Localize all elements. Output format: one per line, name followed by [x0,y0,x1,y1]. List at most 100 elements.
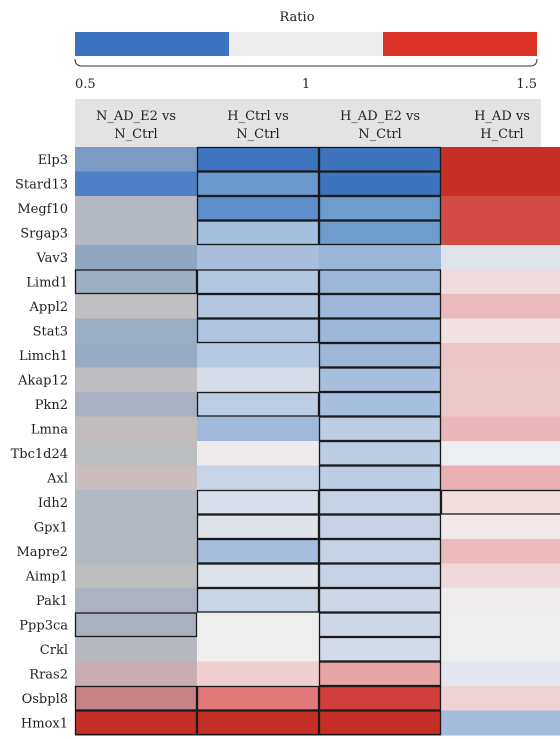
heatmap-cell [319,220,442,246]
cell-outline [318,489,442,515]
cell-outline [440,489,560,515]
heatmap-cell [441,490,560,516]
cell-outline [196,563,320,589]
cell-outline [318,685,442,711]
cell-outline [196,489,320,515]
cell-outline [196,293,320,319]
cell-outline [196,514,320,540]
heatmap-cell [75,392,198,418]
row-label: Srgap3 [20,226,68,241]
cell-outline [196,146,320,172]
heatmap-cell [197,196,320,222]
legend-title: Ratio [279,10,314,25]
heatmap-cell [441,245,560,271]
heatmap-cell [197,612,320,638]
heatmap-cell [75,245,198,271]
legend-tick-label: 1 [302,77,310,92]
cell-outline [318,612,442,638]
row-label: Aimp1 [25,569,68,584]
column-header-band [75,99,541,147]
legend-swatch-mid [229,32,383,56]
heatmap-cell [75,171,198,197]
heatmap-cell [319,465,442,491]
heatmap-cell [441,563,560,589]
row-label: Limd1 [26,275,68,290]
heatmap-cell [75,563,198,589]
row-label: Tbc1d24 [11,447,68,462]
cell-outline [318,636,442,662]
heatmap-cell [319,318,442,344]
heatmap-cell [319,441,442,467]
heatmap-cell [197,637,320,663]
heatmap-cell [319,196,442,222]
cell-outline [318,146,442,172]
heatmap-cell [197,147,320,173]
cell-outline [318,465,442,491]
heatmap-cell [441,686,560,712]
cell-outline [318,514,442,540]
cell-outline [318,563,442,589]
heatmap-cell [441,539,560,565]
heatmap-cell [197,343,320,369]
heatmap-cell [197,710,320,736]
heatmap-cell [441,196,560,222]
cell-outline [74,612,198,638]
heatmap-cell [75,588,198,614]
legend-tick-label: 1.5 [516,77,537,92]
column-header-line2: H_Ctrl [480,127,523,142]
cell-outline [318,342,442,368]
row-label: Gpx1 [34,520,68,535]
cell-outline [196,685,320,711]
heatmap-cell [319,514,442,540]
heatmap-cell [75,686,198,712]
heatmap-cell [197,220,320,246]
row-label: Crkl [40,643,68,658]
cell-outline [196,710,320,736]
heatmap-cell [75,318,198,344]
column-header-line1: H_AD_E2 vs [340,109,420,124]
cell-outline [318,661,442,687]
heatmap-cell [197,686,320,712]
heatmap-cell [441,220,560,246]
row-labels: Elp3 Stard13 Megf10 Srgap3 Vav3 Limd1 Appl2 Sta… [11,153,69,732]
row-label: Stat3 [33,324,68,339]
cell-outline [196,587,320,613]
heatmap-cell [441,465,560,491]
row-label: Ppp3ca [19,618,68,633]
cell-outline [74,269,198,295]
heatmap-cell [319,147,442,173]
row-label: Hmox1 [21,716,68,731]
heatmap-cell [75,465,198,491]
heatmap-cell [319,269,442,295]
row-label: Idh2 [38,496,68,511]
heatmap-cell [319,637,442,663]
heatmap-cell [319,563,442,589]
row-label: Osbpl8 [22,692,68,707]
heatmap-cell [197,661,320,687]
heatmap-cell [75,441,198,467]
heatmap-cell [319,710,442,736]
cell-outline [196,220,320,246]
heatmap-cell [441,367,560,393]
cell-outline [74,685,198,711]
heatmap-cell [441,588,560,614]
heatmap-cell [319,343,442,369]
cell-outline [318,710,442,736]
cell-outline [196,171,320,197]
heatmap-cell [319,686,442,712]
heatmap-cell [197,416,320,442]
cell-outline [318,538,442,564]
heatmap-cell [441,661,560,687]
heatmap-cell [441,637,560,663]
row-label: Rras2 [29,667,68,682]
heatmap-cell [197,514,320,540]
column-headers: N_AD_E2 vs N_Ctrl H_Ctrl vs N_Ctrl H_AD_E2 v… [96,109,530,142]
heatmap-cell [197,367,320,393]
heatmap-cell [441,147,560,173]
cell-outline [74,710,198,736]
heatmap-cell [197,318,320,344]
heatmap-cell [197,392,320,418]
heatmap-cell [197,465,320,491]
heatmap-cell [441,294,560,320]
